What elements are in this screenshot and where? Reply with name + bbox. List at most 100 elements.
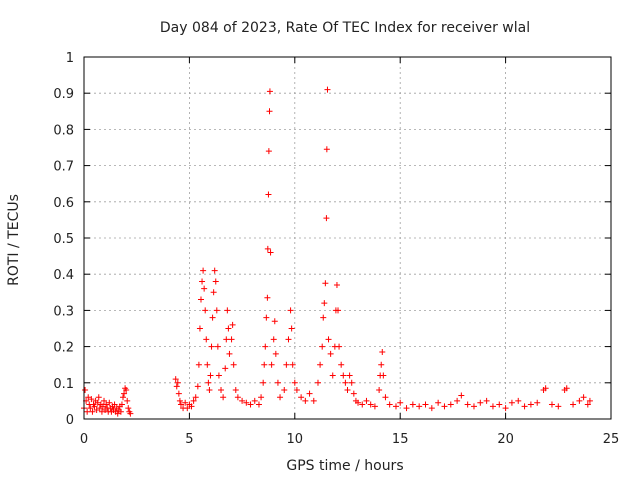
data-point xyxy=(416,403,423,410)
data-point xyxy=(260,379,267,386)
data-point xyxy=(230,361,237,368)
data-point xyxy=(321,300,328,307)
data-point xyxy=(447,401,454,408)
data-point xyxy=(229,321,236,328)
data-point xyxy=(283,361,290,368)
data-point xyxy=(265,148,272,155)
data-point xyxy=(458,392,465,399)
data-point xyxy=(84,408,91,415)
data-point xyxy=(327,350,334,357)
data-point xyxy=(285,336,292,343)
data-point xyxy=(118,401,125,408)
data-point xyxy=(182,399,189,406)
data-point xyxy=(247,401,254,408)
data-point xyxy=(117,408,124,415)
data-point xyxy=(190,397,197,404)
data-point xyxy=(215,372,222,379)
y-tick-label: 0 xyxy=(66,413,74,428)
data-point xyxy=(225,325,232,332)
data-point xyxy=(220,394,227,401)
data-point xyxy=(454,397,461,404)
data-point xyxy=(363,397,370,404)
data-point xyxy=(521,403,528,410)
data-point xyxy=(483,397,490,404)
data-point xyxy=(125,405,132,412)
data-point xyxy=(470,403,477,410)
data-point xyxy=(211,267,218,274)
data-point xyxy=(266,88,273,95)
data-point xyxy=(335,307,342,314)
data-point xyxy=(291,379,298,386)
data-point xyxy=(94,399,101,406)
data-point xyxy=(172,376,179,383)
data-point xyxy=(99,403,106,410)
data-point xyxy=(392,403,399,410)
data-point xyxy=(277,394,284,401)
data-point xyxy=(173,383,180,390)
data-point xyxy=(293,387,300,394)
data-point xyxy=(114,410,121,417)
data-point xyxy=(265,191,272,198)
x-tick-label: 20 xyxy=(497,432,514,447)
data-point xyxy=(203,336,210,343)
data-point xyxy=(378,361,385,368)
data-point xyxy=(320,314,327,321)
data-point xyxy=(210,289,217,296)
data-point xyxy=(367,401,374,408)
data-point xyxy=(270,336,277,343)
data-point xyxy=(310,397,317,404)
data-point xyxy=(570,401,577,408)
data-point xyxy=(576,397,583,404)
data-point xyxy=(397,399,404,406)
data-point xyxy=(224,307,231,314)
data-point xyxy=(212,278,219,285)
data-point xyxy=(555,403,562,410)
data-point xyxy=(222,365,229,372)
data-point xyxy=(91,403,98,410)
data-point xyxy=(324,86,331,93)
data-point xyxy=(175,390,182,397)
data-point xyxy=(344,387,351,394)
data-point xyxy=(464,401,471,408)
data-point xyxy=(338,361,345,368)
data-point xyxy=(184,405,191,412)
data-point xyxy=(314,379,321,386)
data-point xyxy=(548,401,555,408)
data-point xyxy=(251,397,258,404)
data-point xyxy=(584,401,591,408)
data-point xyxy=(263,314,270,321)
data-point xyxy=(205,379,212,386)
data-point xyxy=(333,282,340,289)
data-point xyxy=(534,399,541,406)
data-point xyxy=(201,285,208,292)
x-tick-labels: 0 5 10 15 20 25 xyxy=(80,432,619,447)
data-point xyxy=(376,387,383,394)
data-point xyxy=(127,410,134,417)
data-point xyxy=(329,372,336,379)
data-point xyxy=(208,343,215,350)
data-point xyxy=(323,146,330,153)
data-point xyxy=(348,379,355,386)
data-point xyxy=(382,394,389,401)
data-point xyxy=(264,245,271,252)
y-axis-label: ROTI / TECUs xyxy=(6,194,22,286)
data-point xyxy=(101,397,108,404)
data-point xyxy=(261,361,268,368)
data-point xyxy=(428,405,435,412)
data-point xyxy=(268,361,275,368)
data-point xyxy=(302,397,309,404)
plot-frame xyxy=(83,56,612,420)
data-point xyxy=(340,372,347,379)
data-point xyxy=(580,394,587,401)
data-point xyxy=(350,390,357,397)
data-point xyxy=(306,390,313,397)
data-point xyxy=(317,361,324,368)
data-point xyxy=(489,403,496,410)
data-point xyxy=(234,394,241,401)
y-tick-labels: 0 0.1 0.2 0.3 0.4 0.5 0.6 0.7 0.8 0.9 1 xyxy=(53,51,74,428)
data-point xyxy=(177,401,184,408)
data-point xyxy=(243,399,250,406)
y-tick-label: 0.4 xyxy=(53,268,74,283)
data-point xyxy=(262,343,269,350)
